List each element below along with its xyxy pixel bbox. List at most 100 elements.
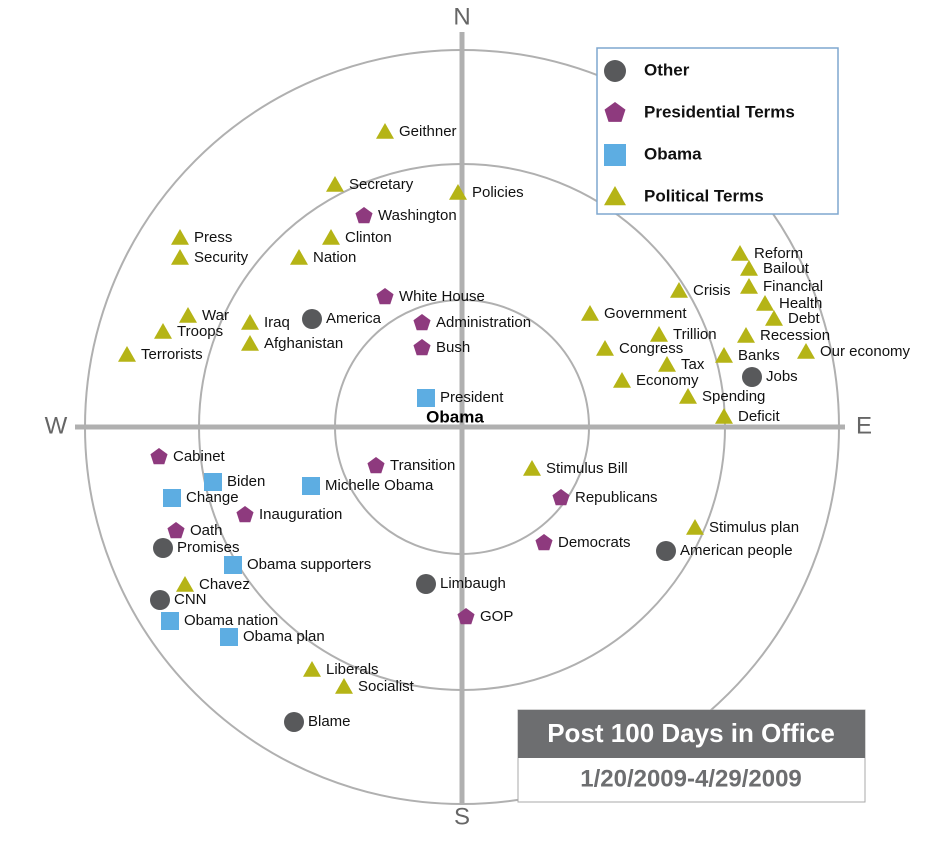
marker: [326, 176, 344, 192]
point-label: Stimulus Bill: [546, 460, 628, 477]
marker: [765, 310, 783, 326]
point-label: Chavez: [199, 576, 250, 593]
point-label: Health: [779, 295, 822, 312]
point-label: Jobs: [766, 368, 798, 385]
point-label: Administration: [436, 314, 531, 331]
marker: [731, 245, 749, 261]
marker: [302, 477, 320, 495]
marker: [290, 249, 308, 265]
point-label: Change: [186, 489, 239, 506]
marker: [167, 522, 185, 539]
point-label: Clinton: [345, 229, 392, 246]
point-label: CNN: [174, 591, 207, 608]
marker: [740, 278, 758, 294]
legend-label: Political Terms: [644, 186, 764, 205]
title-band: [518, 710, 865, 758]
marker: [670, 282, 688, 298]
marker: [322, 229, 340, 245]
points: America Jobs American people Promises CNN Lim…: [118, 123, 911, 732]
point-label: Promises: [177, 539, 240, 556]
marker: [176, 576, 194, 592]
marker: [161, 612, 179, 630]
legend: Other Presidential Terms Obama Political Te…: [604, 60, 795, 205]
point-label: Washington: [378, 207, 457, 224]
point-label: Crisis: [693, 282, 731, 299]
point-label: Debt: [788, 310, 821, 327]
marker: [224, 556, 242, 574]
legend-marker: [604, 186, 626, 206]
marker: [367, 457, 385, 474]
chart-subtitle: 1/20/2009-4/29/2009: [580, 765, 802, 792]
point-label: Banks: [738, 347, 780, 364]
point-label: Afghanistan: [264, 335, 343, 352]
marker: [686, 519, 704, 535]
marker: [179, 307, 197, 323]
legend-marker: [604, 102, 626, 122]
point-label: Troops: [177, 323, 223, 340]
marker: [204, 473, 222, 491]
marker: [236, 506, 254, 523]
marker: [153, 538, 173, 558]
marker: [742, 367, 762, 387]
marker: [150, 448, 168, 465]
point-label: GOP: [480, 608, 513, 625]
point-label: Cabinet: [173, 448, 226, 465]
marker: [658, 356, 676, 372]
marker: [355, 207, 373, 224]
marker: [715, 408, 733, 424]
point-label: Terrorists: [141, 346, 203, 363]
point-label: Reform: [754, 245, 803, 262]
point-label: Obama nation: [184, 612, 278, 629]
marker: [797, 343, 815, 359]
marker: [737, 327, 755, 343]
marker: [241, 314, 259, 330]
compass-w: W: [45, 412, 68, 439]
marker: [756, 295, 774, 311]
point-label: Inauguration: [259, 506, 342, 523]
point-label: Trillion: [673, 326, 717, 343]
marker: [171, 249, 189, 265]
point-label: Obama plan: [243, 628, 325, 645]
marker: [413, 339, 431, 356]
point-label: Socialist: [358, 678, 415, 695]
marker: [118, 346, 136, 362]
point-label: Economy: [636, 372, 699, 389]
marker: [303, 661, 321, 677]
point-label: Deficit: [738, 408, 781, 425]
marker: [457, 608, 475, 625]
marker: [302, 309, 322, 329]
point-label: Government: [604, 305, 687, 322]
point-label: Congress: [619, 340, 683, 357]
marker: [335, 678, 353, 694]
compass-n: N: [453, 3, 470, 30]
point-label: Obama supporters: [247, 556, 371, 573]
point-label: American people: [680, 542, 793, 559]
marker: [552, 489, 570, 506]
point-label: Financial: [763, 278, 823, 295]
marker: [241, 335, 259, 351]
point-label: Geithner: [399, 123, 457, 140]
point-label: Iraq: [264, 314, 290, 331]
marker: [715, 347, 733, 363]
marker: [535, 534, 553, 551]
chart-title: Post 100 Days in Office: [547, 718, 835, 748]
point-label: Michelle Obama: [325, 477, 434, 494]
point-label: Nation: [313, 249, 356, 266]
marker: [417, 389, 435, 407]
marker: [740, 260, 758, 276]
marker: [163, 489, 181, 507]
point-label: White House: [399, 288, 485, 305]
point-label: Transition: [390, 457, 455, 474]
compass-s: S: [454, 803, 470, 830]
point-label: Democrats: [558, 534, 631, 551]
marker: [416, 574, 436, 594]
legend-label: Other: [644, 60, 690, 79]
point-label: Recession: [760, 327, 830, 344]
point-label: America: [326, 310, 382, 327]
marker: [376, 123, 394, 139]
point-label: Bailout: [763, 260, 810, 277]
marker: [413, 314, 431, 331]
marker: [613, 372, 631, 388]
point-label: Security: [194, 249, 249, 266]
